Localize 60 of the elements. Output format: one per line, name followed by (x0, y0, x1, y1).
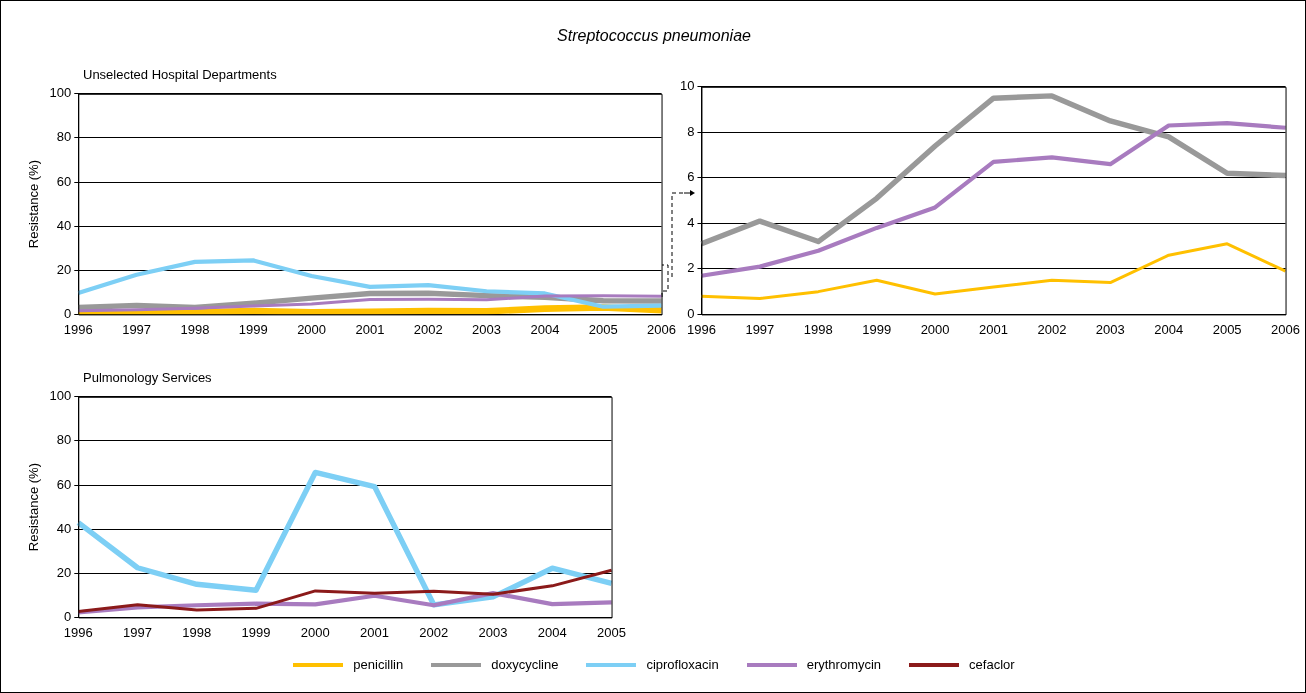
legend-label: penicillin (353, 657, 404, 672)
x-tick-label: 2002 (413, 321, 443, 337)
x-tick-label: 1996 (687, 321, 716, 337)
chart-title: Streptococcus pneumoniae (556, 27, 752, 45)
x-tick-label: 2003 (472, 321, 502, 337)
y-tick-label: 0 (64, 608, 72, 624)
x-tick-label: 1999 (862, 321, 892, 337)
y-tick-label: 0 (687, 305, 695, 321)
chart-subtitle: Unselected Hospital Departments (83, 67, 277, 82)
x-tick-label: 1999 (238, 321, 268, 337)
y-tick-label: 20 (56, 564, 72, 580)
y-tick-label: 4 (687, 214, 695, 230)
y-tick-label: 6 (687, 169, 695, 185)
y-tick-label: 2 (687, 260, 695, 276)
y-tick-label: 40 (56, 217, 72, 233)
y-tick-label: 60 (56, 476, 72, 492)
x-tick-label: 2001 (979, 321, 1008, 337)
x-tick-label: 1997 (122, 321, 152, 337)
x-tick-label: 2000 (297, 321, 327, 337)
x-tick-label: 1996 (63, 624, 93, 640)
y-tick-label: 60 (56, 173, 72, 189)
chart-subtitle: Pulmonology Services (83, 370, 212, 385)
y-tick-label: 8 (687, 123, 695, 139)
x-tick-label: 2005 (597, 624, 626, 640)
x-tick-label: 2004 (1154, 321, 1184, 337)
y-tick-label: 0 (64, 305, 72, 321)
x-tick-label: 2000 (920, 321, 950, 337)
x-tick-label: 2002 (419, 624, 449, 640)
legend-label: erythromycin (806, 657, 882, 672)
x-tick-label: 2001 (360, 624, 389, 640)
y-tick-label: 100 (49, 388, 72, 404)
x-tick-label: 2000 (300, 624, 330, 640)
y-axis-title: Resistance (%) (26, 463, 42, 552)
x-tick-label: 1996 (63, 321, 93, 337)
x-tick-label: 2001 (355, 321, 385, 337)
y-axis-title: Resistance (%) (26, 160, 42, 249)
y-tick-label: 80 (56, 432, 72, 448)
x-tick-label: 2002 (1037, 321, 1067, 337)
legend-label: cefaclor (969, 657, 1015, 672)
x-tick-label: 2003 (478, 624, 508, 640)
y-tick-label: 40 (56, 520, 72, 536)
legend-label: doxycycline (491, 657, 559, 672)
legend-label: ciprofloxacin (646, 657, 719, 672)
x-tick-label: 1998 (182, 624, 212, 640)
x-tick-label: 2006 (1271, 321, 1300, 337)
y-tick-label: 20 (56, 261, 72, 277)
y-tick-label: 80 (56, 129, 72, 145)
x-tick-label: 2005 (1212, 321, 1242, 337)
x-tick-label: 2006 (647, 321, 676, 337)
x-tick-label: 1998 (180, 321, 210, 337)
x-tick-label: 1997 (123, 624, 152, 640)
x-tick-label: 2004 (530, 321, 560, 337)
x-tick-label: 1999 (241, 624, 271, 640)
x-tick-label: 2004 (537, 624, 567, 640)
x-tick-label: 2005 (588, 321, 618, 337)
y-tick-label: 100 (49, 85, 72, 101)
y-tick-label: 10 (679, 78, 695, 94)
x-tick-label: 2003 (1095, 321, 1125, 337)
x-tick-label: 1998 (803, 321, 833, 337)
x-tick-label: 1997 (745, 321, 775, 337)
